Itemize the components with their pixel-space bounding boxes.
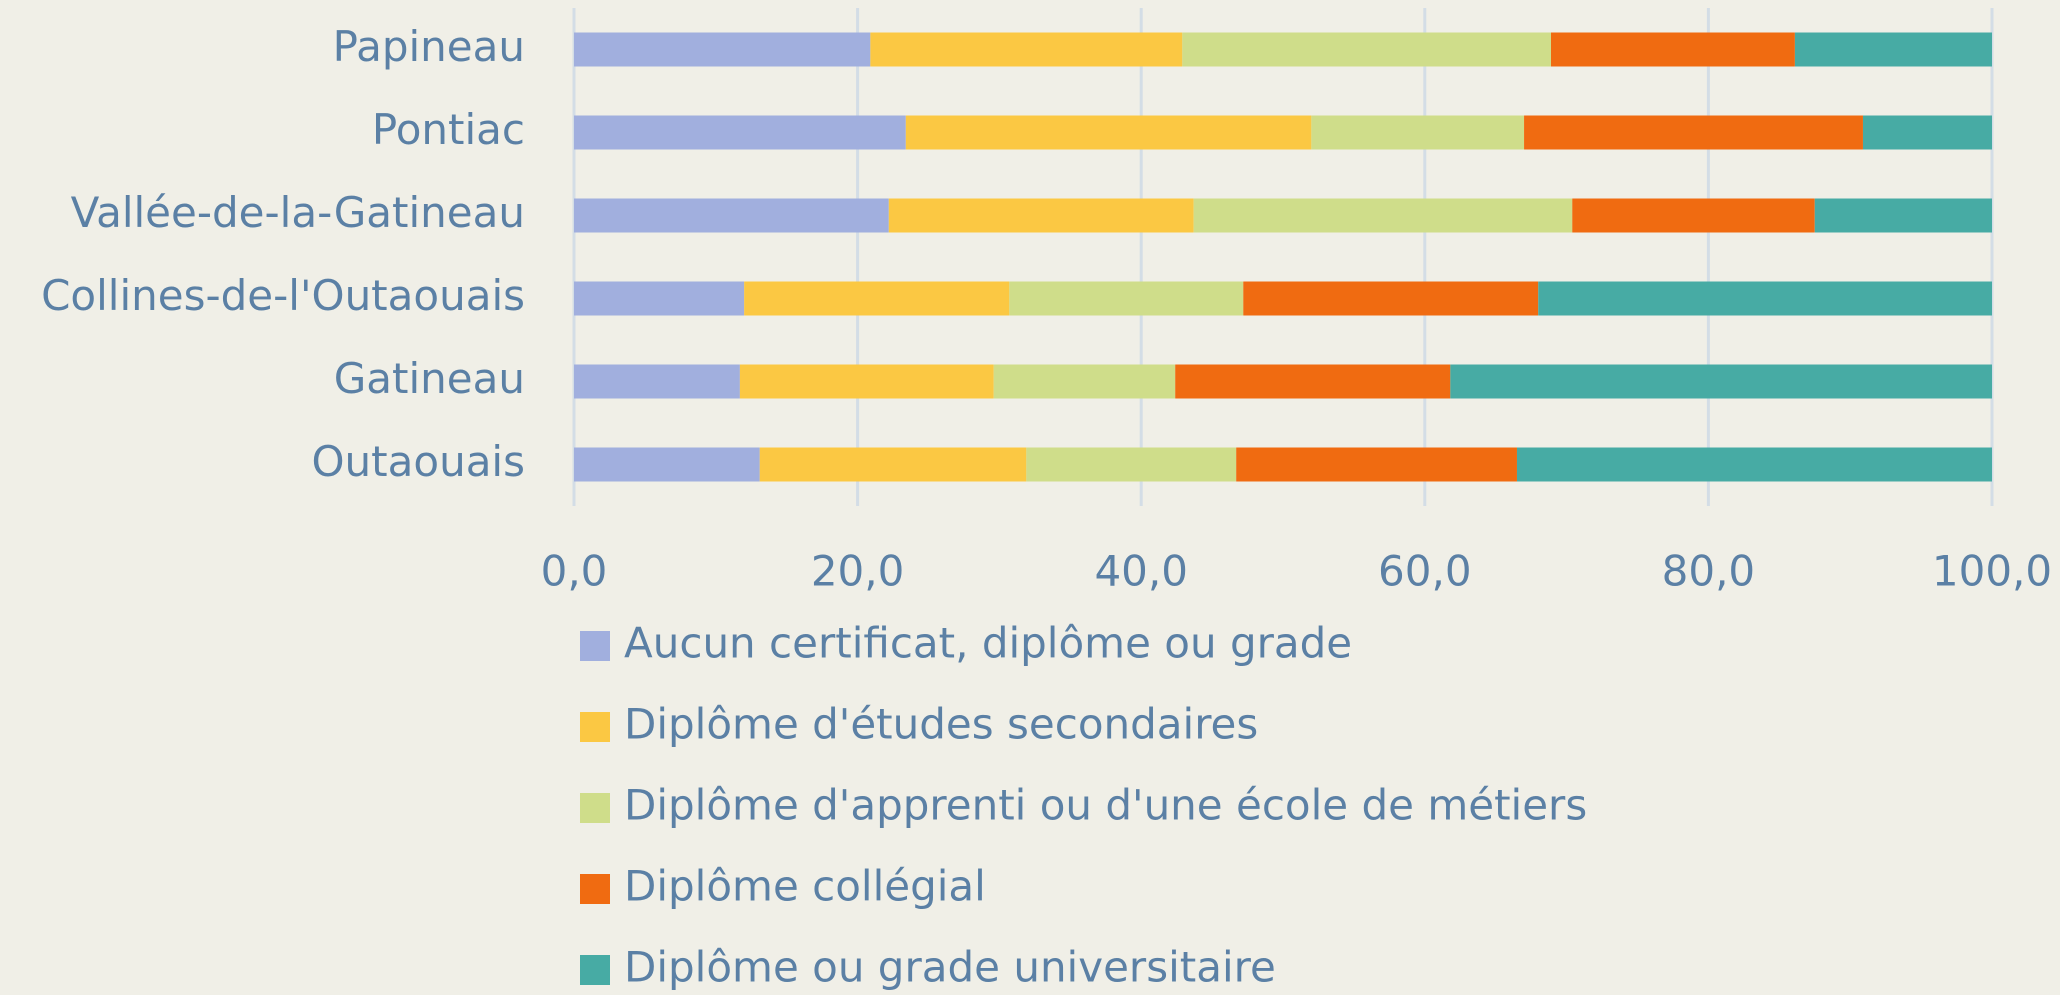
bar-segment [1572,198,1815,233]
bar-segment [1516,447,1992,482]
bar-segment [1182,32,1552,67]
bar-segment [1026,447,1237,482]
x-tick-label: 0,0 [541,547,608,596]
bar-segment [574,364,740,399]
bar-segment [574,198,889,233]
legend-swatch [580,793,610,823]
legend-label: Diplôme collégial [624,862,986,911]
bar-segment [574,281,745,316]
x-tick-label: 20,0 [811,547,905,596]
legend-swatch [580,631,610,661]
bar-segment [574,447,760,482]
y-tick-label: Collines-de-l'Outaouais [41,271,525,320]
legend-label: Diplôme ou grade universitaire [624,943,1276,992]
bar-segment [739,364,994,399]
bar-segment [759,447,1027,482]
bar-segment [905,115,1312,150]
y-tick-label: Outaouais [312,437,526,486]
y-tick-label: Pontiac [372,105,525,154]
bar-segment [1193,198,1573,233]
legend-label: Diplôme d'études secondaires [624,700,1258,749]
legend-label: Diplôme d'apprenti ou d'une école de mét… [624,781,1587,830]
legend-swatch [580,955,610,985]
bar-segment [1551,32,1795,67]
legend-label: Aucun certificat, diplôme ou grade [624,619,1352,668]
x-tick-label: 40,0 [1094,547,1188,596]
legend-swatch [580,874,610,904]
bar-segment [1862,115,1992,150]
bar-segment [1814,198,1992,233]
bar-segment [1450,364,1992,399]
bar-segment [1311,115,1525,150]
x-tick-label: 100,0 [1932,547,2052,596]
bar-segment [1538,281,1992,316]
y-tick-label: Papineau [333,22,525,71]
bar-segment [888,198,1194,233]
y-tick-label: Vallée-de-la-Gatineau [71,188,525,237]
bar-segment [870,32,1183,67]
bar-segment [574,32,871,67]
bar-segment [1175,364,1451,399]
bar-segment [1243,281,1539,316]
bar-segment [1794,32,1992,67]
bar-segment [1524,115,1863,150]
bar-segment [574,115,906,150]
x-tick-label: 80,0 [1662,547,1756,596]
bar-segment [1009,281,1244,316]
y-tick-label: Gatineau [334,354,525,403]
bar-segment [1236,447,1517,482]
x-tick-label: 60,0 [1378,547,1472,596]
legend-swatch [580,712,610,742]
bar-segment [993,364,1176,399]
bar-segment [744,281,1010,316]
